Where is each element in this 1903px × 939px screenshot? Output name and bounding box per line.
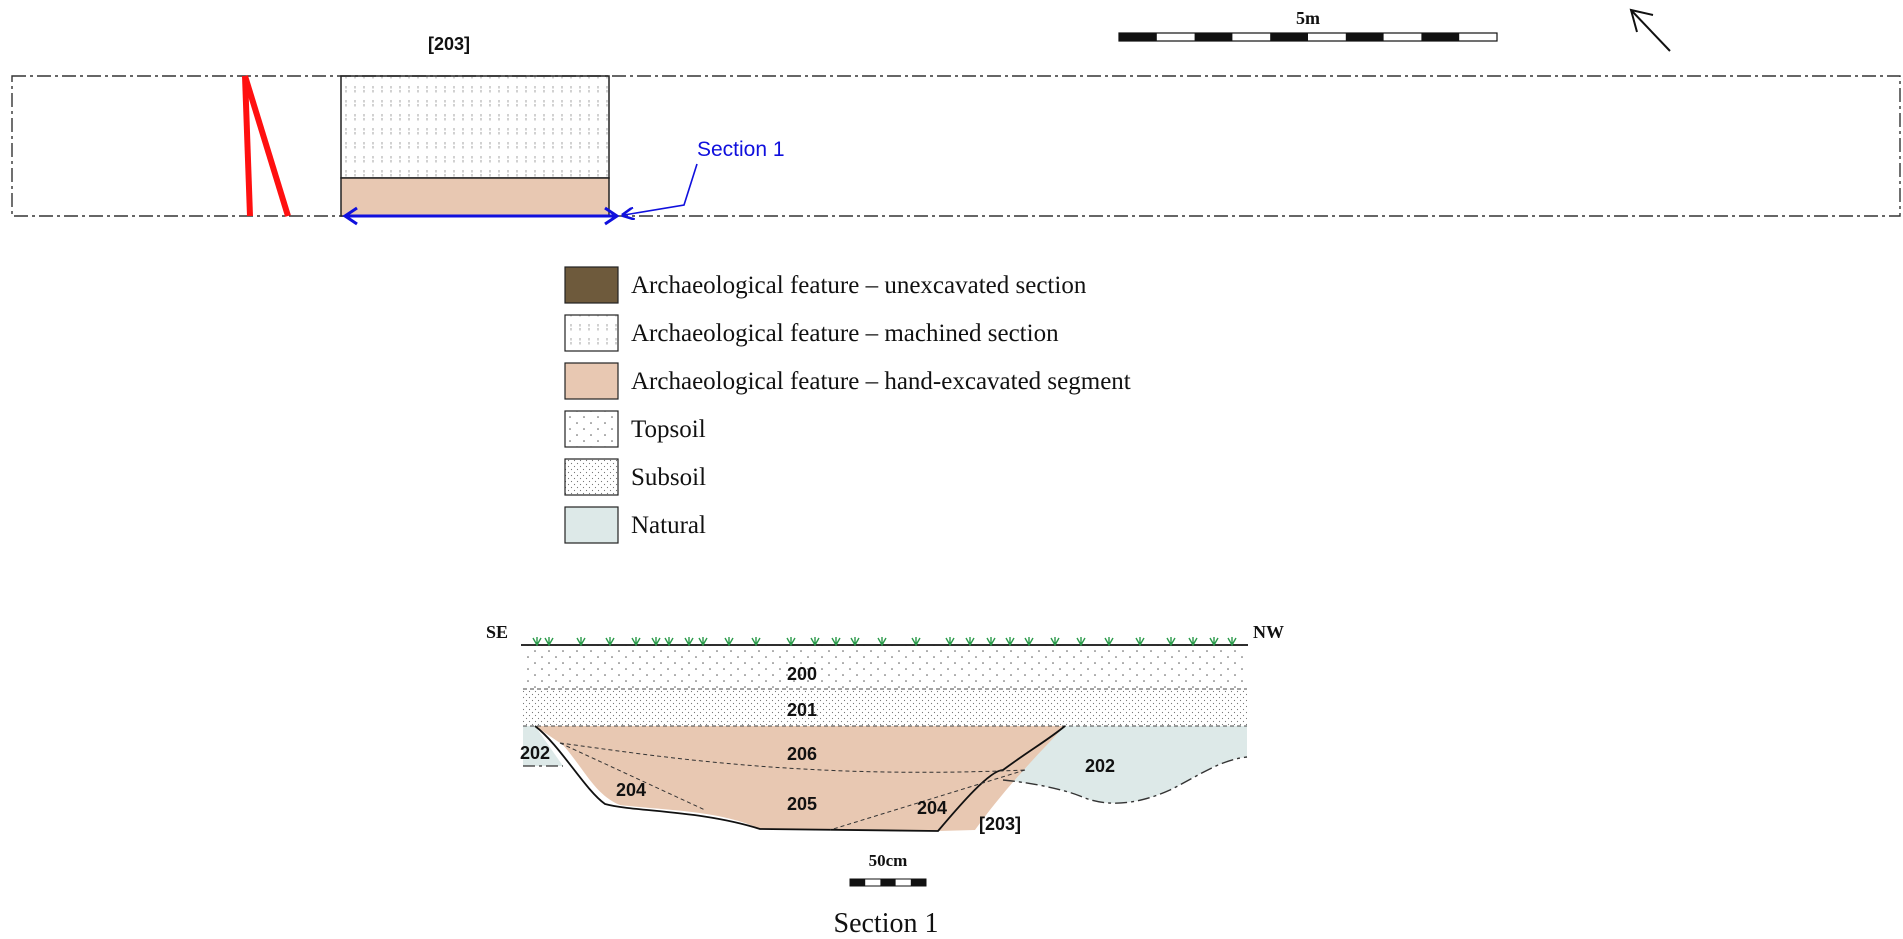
svg-text:Topsoil: Topsoil: [631, 416, 706, 443]
natural-left: [523, 726, 563, 766]
cut-203-label: [203]: [979, 814, 1021, 834]
svg-text:Archaeological feature – hand-: Archaeological feature – hand-excavated …: [631, 368, 1131, 395]
legend-item-topsoil: Topsoil: [564, 410, 706, 448]
context-206-label: 206: [787, 744, 817, 764]
plough-marks: [242, 75, 291, 217]
north-arrow-icon: [1629, 8, 1671, 52]
legend-item-hand-excavated: Archaeological feature – hand-excavated …: [564, 362, 1131, 400]
feature-203-plan: [203]: [340, 34, 610, 217]
hand-excavated-segment: [340, 177, 610, 217]
svg-text:Archaeological feature – machi: Archaeological feature – machined sectio…: [631, 320, 1059, 347]
cut-203-outline: [534, 725, 1066, 832]
section-se-label: SE: [486, 622, 508, 642]
svg-text:Archaeological feature – unexc: Archaeological feature – unexcavated sec…: [631, 272, 1087, 299]
section-scale-label: 50cm: [869, 851, 908, 870]
legend: Archaeological feature – unexcavated sec…: [564, 266, 1131, 544]
context-200-label: 200: [787, 664, 817, 684]
context-204-right-label: 204: [917, 798, 947, 818]
plan-scale-label: 5m: [1296, 8, 1320, 28]
section-scale-bar: 50cm: [849, 851, 927, 887]
context-201-label: 201: [787, 700, 817, 720]
turf-marks: [532, 637, 1237, 647]
section-label: Section 1: [697, 138, 785, 161]
context-202-right-label: 202: [1085, 756, 1115, 776]
context-202-left-label: 202: [520, 743, 550, 763]
trench-outline: [11, 75, 1901, 217]
subsoil-layer: [523, 689, 1247, 726]
context-205-label: 205: [787, 794, 817, 814]
topsoil-layer: [523, 645, 1247, 689]
natural-right: [1003, 726, 1247, 804]
trench-plan: [203] Section 1 5m: [11, 8, 1901, 226]
legend-item-unexcavated: Archaeological feature – unexcavated sec…: [564, 266, 1087, 304]
machined-section: [340, 75, 610, 179]
legend-item-natural: Natural: [564, 506, 706, 544]
section-caption: Section 1: [834, 908, 939, 939]
svg-text:Subsoil: Subsoil: [631, 464, 706, 491]
plan-scale-bar: 5m: [1118, 8, 1498, 42]
section-line: Section 1: [342, 138, 785, 226]
section-drawing: SE NW 200 201 202 202 206 205 204 204 [2…: [486, 622, 1284, 939]
section-leader-line: [624, 163, 698, 215]
feature-label: [203]: [428, 34, 470, 54]
cut-203-fill: [535, 726, 1065, 831]
legend-item-subsoil: Subsoil: [564, 458, 706, 496]
context-204-left-label: 204: [616, 780, 646, 800]
legend-item-machined: Archaeological feature – machined sectio…: [564, 314, 1059, 352]
svg-text:Natural: Natural: [631, 512, 706, 539]
section-nw-label: NW: [1253, 622, 1284, 642]
